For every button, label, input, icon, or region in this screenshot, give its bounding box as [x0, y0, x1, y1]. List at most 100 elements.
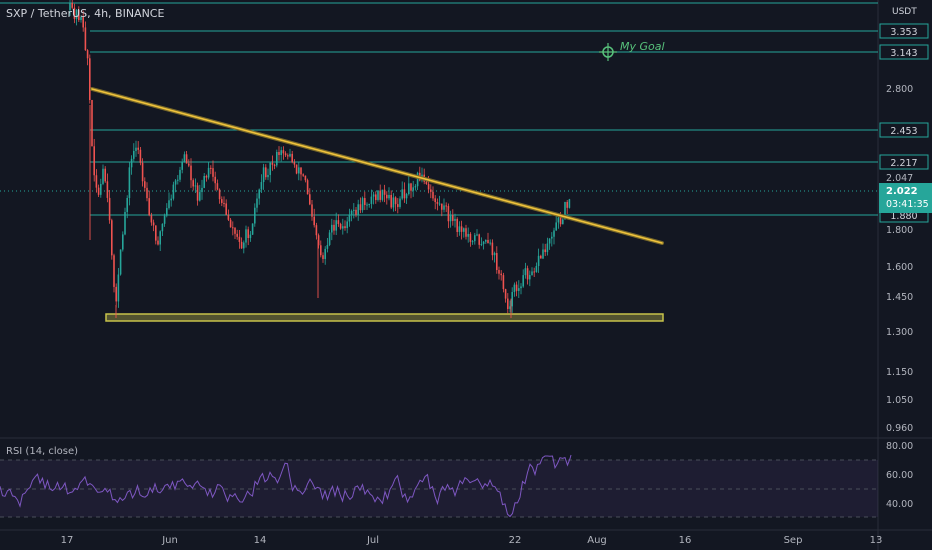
candle-body [227, 214, 230, 220]
candle-body [75, 9, 78, 19]
candle-body [496, 253, 498, 271]
candle-body [302, 174, 304, 176]
candle-body [194, 185, 197, 187]
candle-body [163, 215, 166, 224]
candle-body [141, 162, 144, 182]
candle-body [289, 153, 291, 157]
candle-body [73, 7, 76, 19]
candle-body [331, 224, 333, 233]
candle-body [210, 167, 212, 169]
trendline [91, 88, 663, 244]
candle-body [513, 284, 516, 293]
candle-body [399, 198, 401, 207]
candle-body [339, 223, 342, 229]
candle-body [443, 205, 445, 210]
candle-body [267, 174, 269, 178]
candle-body [214, 176, 216, 184]
candle-body [489, 242, 491, 244]
candle-body [458, 226, 461, 232]
candle-body [177, 179, 179, 181]
candle-body [133, 150, 135, 159]
y-tick-label: 1.450 [886, 292, 913, 303]
y-tick-label: 1.600 [886, 262, 913, 273]
x-tick-label: Sep [784, 535, 803, 546]
candle-body [344, 226, 346, 229]
candle-body [368, 203, 370, 205]
candle-body [416, 172, 419, 187]
candle-body [168, 200, 170, 209]
candle-body [280, 150, 282, 155]
candle-body [196, 185, 199, 201]
candle-body [170, 198, 172, 201]
candle-body [375, 194, 377, 200]
candle-body [342, 226, 344, 229]
candle-body [229, 219, 232, 228]
level-label: 3.143 [890, 48, 917, 59]
candle-body [328, 232, 331, 245]
candle-body [126, 198, 128, 212]
candle-body [89, 58, 91, 101]
candle-body [265, 167, 267, 178]
candle-body [166, 208, 168, 216]
candle-body [128, 167, 131, 199]
candle-body [271, 162, 274, 165]
candle-body [379, 190, 381, 200]
candle-body [238, 236, 241, 242]
x-tick-label: 22 [509, 535, 522, 546]
goal-annotation: My Goal [620, 40, 665, 53]
candle-body [493, 253, 496, 256]
candle-body [326, 244, 329, 249]
candle-body [381, 189, 384, 200]
candle-body [533, 271, 535, 273]
candle-body [84, 27, 87, 51]
candle-body [401, 189, 403, 199]
candle-body [568, 199, 571, 208]
candle-body [482, 241, 485, 245]
candle-body [377, 190, 379, 200]
candle-body [397, 204, 399, 207]
candle-body [249, 234, 252, 239]
candle-body [551, 236, 553, 239]
y-tick-label: 1.150 [886, 367, 913, 378]
candle-body [245, 229, 247, 243]
candle-body [427, 184, 430, 190]
candle-body [199, 192, 201, 201]
rsi-tick-label: 40.00 [886, 499, 913, 510]
candle-body [258, 189, 260, 199]
x-tick-label: 17 [61, 535, 74, 546]
candle-body [295, 164, 298, 174]
candle-body [452, 215, 454, 221]
candle-body [337, 220, 340, 224]
candle-body [507, 298, 509, 309]
candle-body [291, 153, 293, 163]
candle-body [430, 189, 432, 192]
candle-body [465, 228, 467, 237]
rsi-line [0, 454, 572, 518]
candle-body [117, 274, 120, 302]
x-tick-label: 16 [679, 535, 692, 546]
candle-body [335, 220, 337, 231]
candle-body [122, 234, 124, 250]
candle-body [146, 187, 148, 199]
candle-body [333, 224, 335, 231]
candle-body [234, 227, 236, 234]
candle-body [155, 225, 157, 241]
candle-body [546, 243, 549, 253]
candle-body [562, 219, 564, 225]
candle-body [262, 167, 265, 183]
candle-body [269, 162, 271, 175]
candle-body [478, 234, 480, 245]
candle-body [531, 271, 533, 276]
candle-body [441, 203, 443, 210]
candle-body [522, 275, 524, 287]
candle-body [414, 186, 417, 188]
candle-body [100, 183, 102, 195]
candle-body [181, 161, 183, 170]
rsi-indicator-label[interactable]: RSI (14, close) [6, 446, 79, 457]
candle-body [174, 180, 177, 185]
candle-body [93, 146, 95, 176]
candle-body [348, 214, 351, 222]
candle-body [298, 167, 300, 174]
candle-body [557, 217, 560, 223]
